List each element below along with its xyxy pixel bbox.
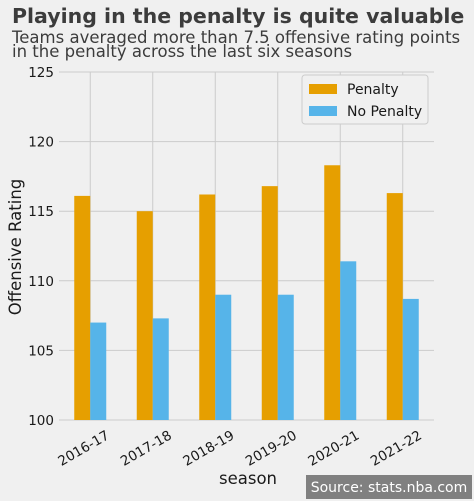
x-tick-label-0: 2016-17 bbox=[55, 428, 112, 470]
x-tick-label-5: 2021-22 bbox=[368, 428, 425, 470]
chart-title: Playing in the penalty is quite valuable bbox=[12, 4, 464, 28]
source-text: Source: stats.nba.com bbox=[311, 480, 468, 496]
chart-subtitle-line-2: in the penalty across the last six seaso… bbox=[12, 42, 352, 61]
bar-penalty-2017-18 bbox=[136, 211, 153, 420]
source-badge: Source: stats.nba.com bbox=[306, 475, 472, 499]
legend: Penalty No Penalty bbox=[301, 74, 429, 125]
x-tick-label-3: 2019-20 bbox=[243, 428, 300, 470]
x-tick-label-2: 2018-19 bbox=[180, 428, 237, 470]
bar-penalty-2020-21 bbox=[324, 165, 341, 420]
bar-no-penalty-2018-19 bbox=[215, 294, 232, 420]
y-tick-label-0: 100 bbox=[28, 413, 54, 429]
bar-penalty-2021-22 bbox=[386, 193, 403, 420]
bar-no-penalty-2020-21 bbox=[340, 261, 357, 420]
y-axis-ticks: 100 105 110 115 120 125 bbox=[28, 65, 54, 429]
y-tick-label-4: 120 bbox=[28, 135, 54, 151]
bar-no-penalty-2019-20 bbox=[277, 294, 294, 420]
y-axis-label: Offensive Rating bbox=[6, 179, 25, 316]
bar-no-penalty-2016-17 bbox=[90, 322, 107, 420]
bar-no-penalty-2021-22 bbox=[402, 298, 419, 420]
x-axis-label: season bbox=[219, 469, 277, 488]
bars-group bbox=[74, 165, 419, 420]
y-tick-label-2: 110 bbox=[28, 274, 54, 290]
chart-subtitle-line-1: Teams averaged more than 7.5 offensive r… bbox=[11, 28, 460, 47]
legend-swatch-penalty bbox=[309, 84, 337, 94]
bar-penalty-2018-19 bbox=[199, 194, 216, 420]
x-tick-label-4: 2020-21 bbox=[305, 428, 362, 470]
y-tick-label-3: 115 bbox=[28, 204, 54, 220]
legend-label-no-penalty: No Penalty bbox=[347, 104, 422, 120]
source-background bbox=[306, 475, 472, 499]
bar-no-penalty-2017-18 bbox=[152, 318, 169, 420]
x-tick-label-1: 2017-18 bbox=[118, 428, 175, 470]
bar-penalty-2019-20 bbox=[261, 186, 278, 420]
legend-swatch-no-penalty bbox=[309, 106, 337, 116]
y-tick-label-1: 105 bbox=[28, 343, 54, 359]
legend-label-penalty: Penalty bbox=[347, 82, 399, 98]
y-tick-label-5: 125 bbox=[28, 65, 54, 81]
bar-penalty-2016-17 bbox=[74, 195, 91, 420]
x-axis-ticks: 2016-17 2017-18 2018-19 2019-20 2020-21 2021-… bbox=[55, 428, 424, 470]
